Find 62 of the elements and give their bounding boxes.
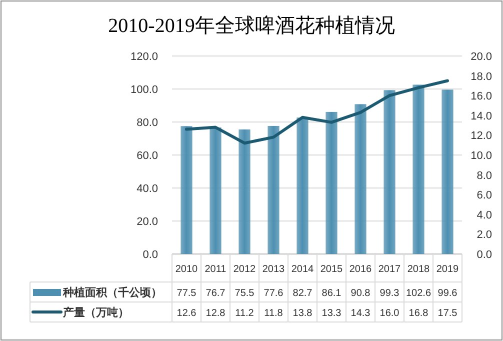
y-tick-label: 0.0 xyxy=(142,249,158,261)
data-label: 16.8 xyxy=(408,308,429,319)
y2-tick-label: 18.0 xyxy=(470,70,492,83)
data-label: 12.6 xyxy=(176,308,197,319)
y-tick-label: 20.0 xyxy=(136,216,158,228)
bar xyxy=(180,126,192,254)
data-label: 99.6 xyxy=(438,288,458,299)
x-tick-label: 2019 xyxy=(436,264,460,275)
bar xyxy=(442,90,454,254)
y-tick-label: 60.0 xyxy=(136,150,158,162)
y2-tick-label: 16.0 xyxy=(470,90,492,103)
data-label: 11.8 xyxy=(264,308,284,319)
data-label: 14.3 xyxy=(350,308,371,319)
line-series xyxy=(185,79,449,145)
data-label: 13.8 xyxy=(292,308,313,319)
data-label: 82.7 xyxy=(292,288,313,299)
x-tick-label: 2013 xyxy=(262,264,286,275)
x-tick-label: 2018 xyxy=(407,264,430,275)
bar xyxy=(268,126,280,254)
y-tick-label: 100.0 xyxy=(130,84,158,96)
data-label: 86.1 xyxy=(322,288,342,299)
legend-label: 种植面积（千公顷） xyxy=(62,286,162,299)
data-label: 16.0 xyxy=(380,308,400,319)
y2-tick-label: 6.0 xyxy=(476,190,492,202)
x-tick-label: 2016 xyxy=(349,264,372,275)
x-tick-label: 2011 xyxy=(204,264,227,275)
y-tick-label: 40.0 xyxy=(136,183,158,195)
x-tick-label: 2010 xyxy=(175,264,198,275)
bar xyxy=(354,104,366,254)
data-label: 13.3 xyxy=(322,308,342,319)
y2-tick-label: 14.0 xyxy=(470,110,492,122)
y-tick-label: 120.0 xyxy=(130,51,158,63)
y2-tick-label: 12.0 xyxy=(470,130,492,142)
data-label: 11.2 xyxy=(235,308,254,319)
data-label: 17.5 xyxy=(438,308,458,319)
data-label: 76.7 xyxy=(206,288,226,299)
bar xyxy=(238,129,250,254)
bar xyxy=(326,112,338,254)
y2-tick-label: 4.0 xyxy=(476,209,492,222)
data-label: 102.6 xyxy=(406,288,432,299)
data-label: 75.5 xyxy=(234,288,255,299)
y2-tick-label: 20.0 xyxy=(470,51,492,63)
data-label: 77.5 xyxy=(176,288,197,299)
data-label: 77.6 xyxy=(264,288,284,299)
data-label: 90.8 xyxy=(350,288,371,299)
y2-tick-label: 0.0 xyxy=(476,249,492,261)
x-tick-label: 2014 xyxy=(291,264,314,275)
bar xyxy=(296,118,308,254)
x-tick-label: 2012 xyxy=(233,264,256,275)
y2-tick-label: 2.0 xyxy=(476,229,492,242)
x-tick-label: 2015 xyxy=(320,264,344,275)
bar xyxy=(210,127,222,254)
y-tick-label: 80.0 xyxy=(136,117,158,129)
data-label: 99.3 xyxy=(380,288,400,299)
legend-label: 产量（万吨） xyxy=(62,306,129,319)
chart-title: 2010-2019年全球啤酒花种植情况 xyxy=(108,15,395,37)
bar xyxy=(384,90,396,254)
x-tick-label: 2017 xyxy=(378,264,402,275)
data-label: 12.8 xyxy=(206,308,226,319)
y2-tick-label: 8.0 xyxy=(476,170,492,182)
bar xyxy=(412,84,424,254)
y2-tick-label: 10.0 xyxy=(470,150,492,162)
